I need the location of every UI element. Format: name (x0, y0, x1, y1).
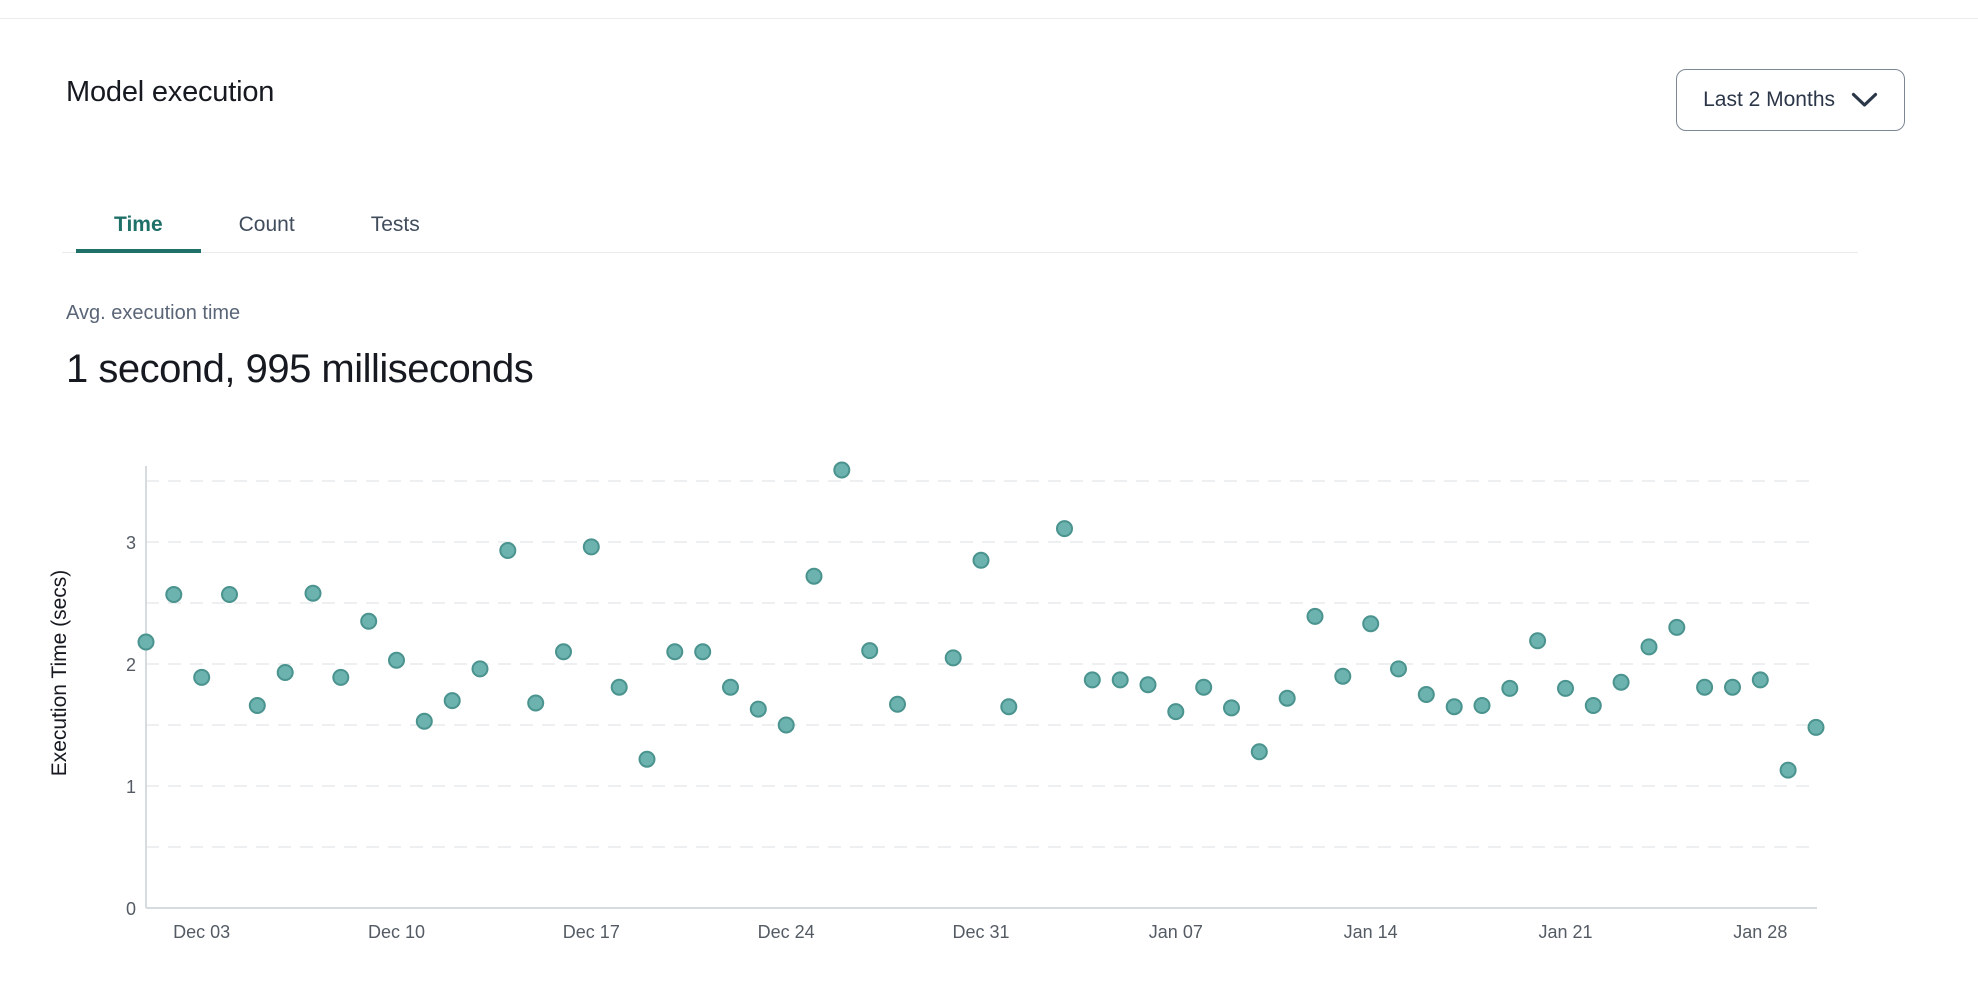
data-point (1807, 718, 1825, 736)
tab-time[interactable]: Time (76, 200, 201, 253)
data-point (1223, 699, 1240, 717)
x-tick-label: Dec 17 (563, 922, 620, 942)
data-point (1417, 686, 1435, 703)
x-tick-label: Dec 10 (368, 922, 425, 942)
time-range-dropdown-label: Last 2 Months (1703, 88, 1835, 111)
x-tick-label: Dec 24 (758, 922, 815, 942)
data-point (1362, 615, 1380, 633)
data-point (1557, 679, 1574, 697)
data-point (1751, 671, 1769, 689)
data-point (1195, 678, 1213, 696)
x-tick-label: Dec 03 (173, 922, 230, 942)
data-point (1083, 671, 1101, 689)
data-point (1139, 676, 1157, 694)
data-point (638, 750, 656, 768)
chevron-down-icon (1851, 92, 1878, 108)
page-title: Model execution (66, 76, 275, 108)
tab-count[interactable]: Count (238, 212, 295, 236)
data-point (666, 643, 684, 661)
data-point (1584, 697, 1602, 714)
data-point (1250, 743, 1268, 761)
data-point (582, 538, 600, 556)
data-point (1056, 520, 1073, 538)
data-point (499, 542, 517, 559)
data-point (221, 586, 238, 603)
x-tick-label: Jan 21 (1538, 922, 1592, 942)
data-point (415, 712, 433, 730)
data-point (304, 584, 322, 602)
gridlines (146, 480, 1817, 848)
data-point (1779, 761, 1797, 779)
data-point (749, 700, 767, 718)
data-point (610, 678, 628, 696)
data-point (360, 612, 378, 630)
data-point (165, 586, 183, 603)
data-points (137, 461, 1825, 779)
x-tick-label: Dec 31 (952, 922, 1009, 942)
data-point (777, 716, 795, 734)
data-point (1501, 679, 1519, 697)
metric-label: Avg. execution time (66, 302, 241, 324)
data-point (861, 642, 879, 660)
data-point (1473, 697, 1491, 714)
data-point (944, 649, 962, 667)
y-tick-label: 3 (126, 533, 136, 553)
data-point (1668, 618, 1686, 636)
data-point (833, 461, 851, 479)
data-point (332, 668, 350, 686)
chart-tabs: Time Count Tests (62, 200, 1858, 253)
data-point (388, 651, 405, 669)
y-tick-label: 2 (126, 655, 136, 675)
data-point (1529, 632, 1547, 650)
axes (145, 466, 1817, 909)
data-point (1111, 671, 1129, 689)
data-point (1640, 638, 1658, 656)
data-point (1390, 660, 1407, 678)
data-point (805, 567, 823, 585)
data-point (527, 694, 545, 712)
data-point (555, 643, 572, 661)
x-tick-label: Jan 14 (1344, 922, 1398, 942)
y-tick-label: 0 (126, 899, 136, 919)
data-point (1306, 607, 1324, 625)
data-point (1000, 698, 1018, 716)
tab-tests[interactable]: Tests (370, 212, 420, 236)
data-point (193, 668, 211, 686)
data-point (722, 678, 739, 696)
data-point (694, 643, 712, 661)
y-tick-label: 1 (126, 777, 136, 797)
data-point (1612, 673, 1630, 691)
data-point (1167, 703, 1185, 721)
data-point (248, 697, 266, 714)
time-range-dropdown[interactable]: Last 2 Months (1676, 69, 1905, 131)
data-point (1445, 698, 1463, 716)
data-point (276, 664, 294, 681)
data-point (1278, 689, 1296, 707)
tick-labels: 0 1 2 3 Dec 03 Dec 10 Dec 17 Dec 24 Dec 31 Jan 07… (126, 533, 1787, 942)
y-axis-title: Execution Time (secs) (48, 570, 71, 777)
top-divider (0, 18, 1978, 19)
x-tick-label: Jan 28 (1733, 922, 1787, 942)
data-point (889, 695, 906, 713)
data-point (1696, 678, 1714, 696)
data-point (1724, 678, 1741, 696)
data-point (443, 692, 461, 710)
data-point (1334, 667, 1352, 685)
data-point (972, 551, 990, 569)
data-point (137, 633, 155, 651)
metric-value: 1 second, 995 milliseconds (66, 347, 534, 391)
data-point (471, 660, 489, 678)
x-tick-label: Jan 07 (1149, 922, 1203, 942)
